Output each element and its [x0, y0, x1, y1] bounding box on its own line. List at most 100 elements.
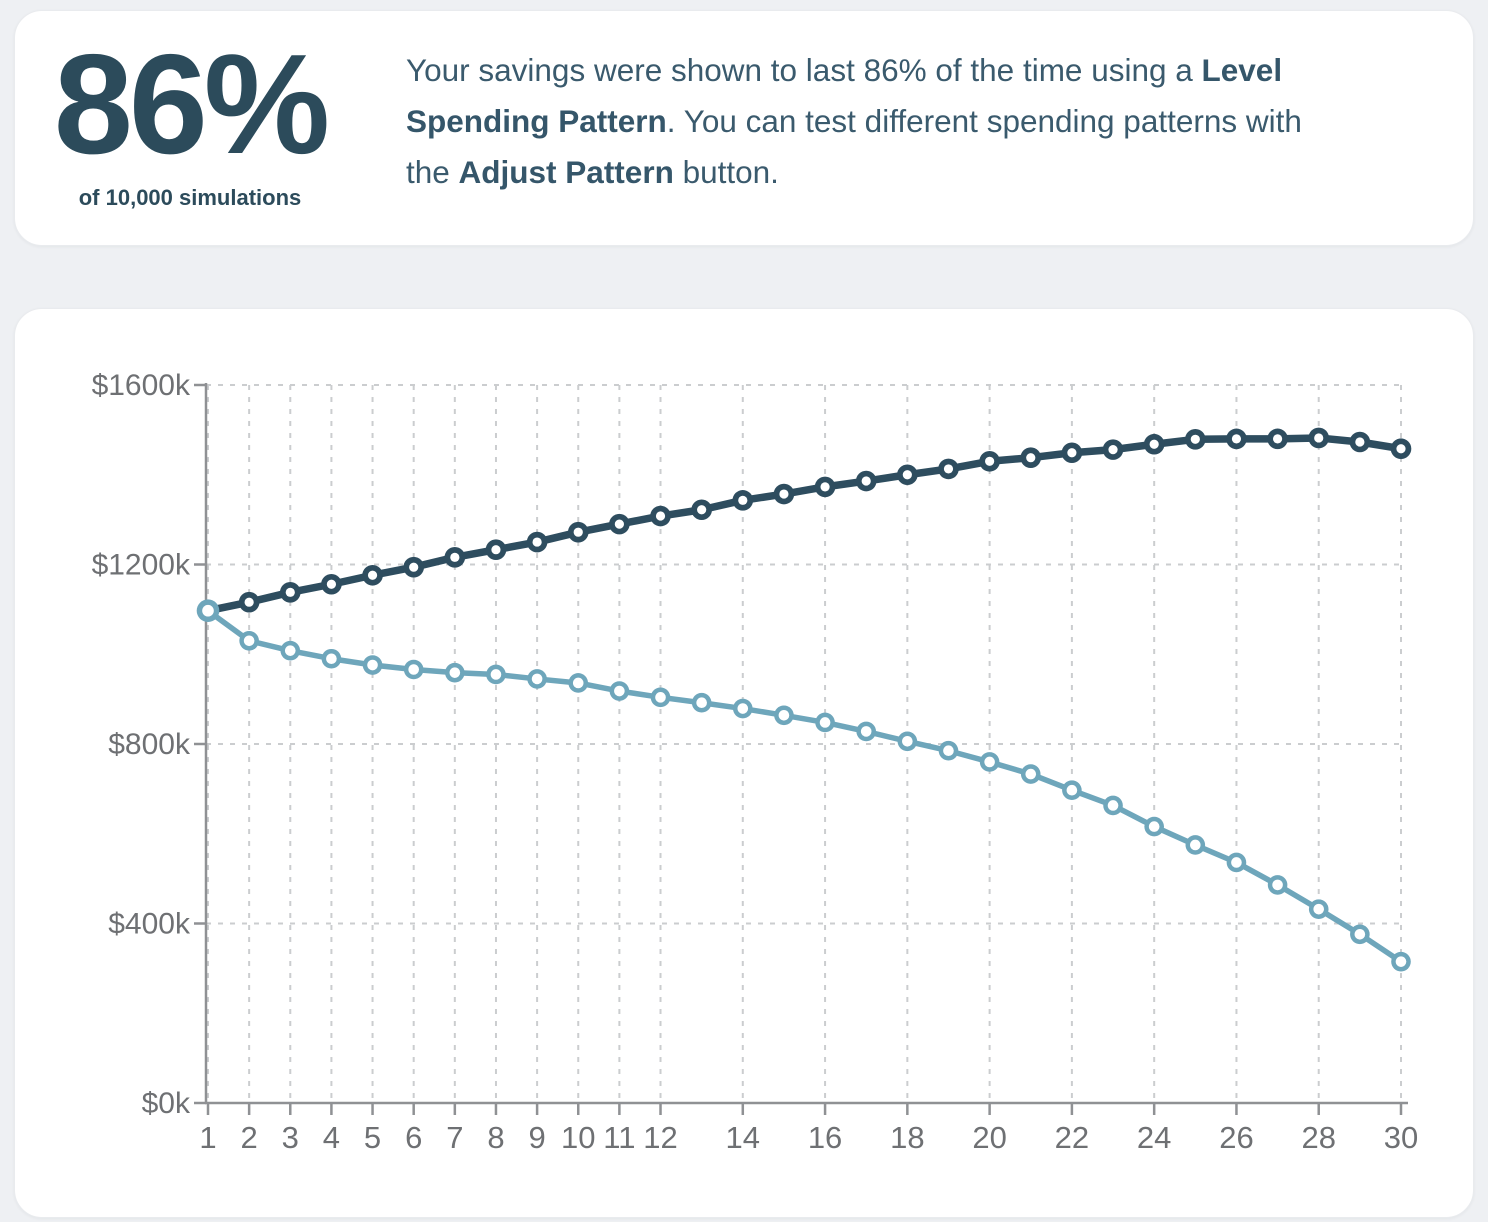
x-axis-label: 7: [446, 1120, 463, 1155]
upper-balance-projection-point[interactable]: [691, 499, 712, 521]
upper-balance-projection-point[interactable]: [1226, 428, 1247, 450]
lower-balance-projection-point[interactable]: [1391, 951, 1411, 972]
x-axis-labels: 1 2 3 4 5 6 7 8 9 10 11 12 14 16 18 20 22 24 26 28 30: [199, 1120, 1418, 1155]
lower-balance-projection-point[interactable]: [979, 752, 1000, 772]
description-emphasis: Adjust Pattern: [458, 154, 674, 190]
upper-balance-projection-point[interactable]: [855, 470, 877, 492]
lower-balance-projection-point[interactable]: [445, 662, 465, 683]
x-axis-label: 30: [1384, 1120, 1418, 1155]
upper-balance-projection-point[interactable]: [362, 564, 383, 586]
lower-balance-projection-point[interactable]: [1020, 764, 1041, 784]
upper-balance-projection-point[interactable]: [1308, 427, 1330, 449]
upper-balance-projection-point[interactable]: [609, 513, 630, 535]
x-axis-label: 28: [1301, 1120, 1335, 1155]
success-rate-value: 86%: [53, 25, 330, 184]
x-axis-label: 26: [1219, 1120, 1253, 1155]
lower-balance-projection-point[interactable]: [1144, 816, 1164, 837]
x-axis-label: 10: [561, 1120, 595, 1155]
x-axis-label: 12: [643, 1120, 677, 1155]
lower-balance-projection-point[interactable]: [897, 731, 918, 752]
axes: [194, 383, 1408, 1115]
lower-balance-projection-point[interactable]: [280, 640, 301, 661]
y-axis-labels: $0k $400k $800k $1200k $1600k: [92, 369, 191, 1120]
upper-balance-projection-point[interactable]: [238, 591, 260, 613]
y-axis-label: $800k: [108, 728, 191, 761]
lower-balance-projection-point[interactable]: [1226, 852, 1247, 873]
x-axis-label: 14: [726, 1120, 760, 1155]
upper-balance-projection-point[interactable]: [567, 521, 589, 543]
upper-balance-projection-point[interactable]: [403, 556, 424, 578]
lower-balance-projection-point[interactable]: [1267, 875, 1288, 895]
upper-balance-projection-point[interactable]: [1349, 431, 1371, 453]
x-axis-label: 1: [199, 1120, 216, 1155]
x-axis-label: 11: [603, 1120, 635, 1155]
lower-balance-projection-point[interactable]: [732, 698, 753, 719]
upper-balance-projection-point[interactable]: [1143, 433, 1165, 455]
description-emphasis: Level Spending Pattern: [406, 52, 1283, 139]
x-axis-label: 8: [487, 1120, 504, 1155]
y-axis-label: $1200k: [92, 549, 191, 582]
lower-balance-projection-point[interactable]: [239, 630, 259, 651]
lower-balance-projection-point[interactable]: [1062, 780, 1082, 801]
lower-balance-projection-point[interactable]: [774, 705, 794, 726]
upper-balance-projection-line: [204, 434, 1405, 615]
lower-balance-projection-point[interactable]: [856, 721, 877, 742]
simulation-summary-card: 86% of 10,000 simulations Your savings w…: [14, 10, 1474, 246]
upper-balance-projection-point[interactable]: [1267, 428, 1288, 450]
lower-balance-projection-point[interactable]: [362, 655, 383, 675]
savings-projection-card: $0k $400k $800k $1200k $1600k 1 2 3 4 5 6 7 8 9 10 11 12…: [14, 308, 1474, 1218]
horizontal-gridlines: [206, 384, 1401, 925]
x-axis-label: 20: [972, 1120, 1006, 1155]
lower-balance-projection-point[interactable]: [609, 681, 630, 701]
x-axis-label: 2: [241, 1120, 258, 1155]
x-axis-label: 6: [405, 1120, 422, 1155]
x-axis-label: 4: [323, 1120, 340, 1155]
lower-balance-projection-point[interactable]: [1308, 899, 1329, 919]
lower-balance-projection-point[interactable]: [815, 712, 835, 733]
description-text: . You can test different spending patter…: [406, 103, 1302, 190]
upper-balance-projection-point[interactable]: [279, 582, 301, 603]
upper-balance-projection-point[interactable]: [1185, 428, 1206, 450]
upper-balance-projection-point[interactable]: [938, 458, 959, 480]
upper-balance-projection-point[interactable]: [444, 547, 466, 568]
lower-balance-projection-point[interactable]: [568, 673, 589, 693]
upper-balance-projection-point[interactable]: [732, 490, 754, 511]
upper-balance-projection-series: [197, 427, 1412, 622]
success-rate-stat: 86% of 10,000 simulations: [25, 11, 355, 245]
lower-balance-projection-point[interactable]: [1103, 795, 1123, 816]
lower-balance-projection-point[interactable]: [321, 648, 342, 669]
upper-balance-projection-point[interactable]: [979, 450, 1000, 472]
savings-projection-chart[interactable]: $0k $400k $800k $1200k $1600k 1 2 3 4 5 6 7 8 9 10 11 12…: [15, 309, 1475, 1217]
lower-balance-projection-series: [196, 599, 1411, 972]
x-axis-label: 3: [282, 1120, 299, 1155]
x-axis-label: 24: [1137, 1120, 1171, 1155]
lower-balance-projection-point[interactable]: [1185, 835, 1206, 855]
simulation-count-label: of 10,000 simulations: [78, 185, 302, 210]
x-axis-label: 16: [808, 1120, 842, 1155]
lower-balance-projection-point[interactable]: [1350, 924, 1370, 945]
x-axis-label: 5: [364, 1120, 381, 1155]
upper-balance-projection-point[interactable]: [321, 573, 342, 595]
lower-balance-projection-line: [205, 607, 1404, 965]
description-text: Your savings were shown to last 86% of t…: [406, 52, 1202, 88]
upper-balance-projection-point[interactable]: [1061, 442, 1083, 464]
upper-balance-projection-point[interactable]: [1102, 439, 1124, 460]
upper-balance-projection-point[interactable]: [897, 464, 918, 486]
upper-balance-projection-point[interactable]: [814, 476, 836, 498]
upper-balance-projection-point[interactable]: [1020, 447, 1042, 468]
upper-balance-projection-point[interactable]: [526, 531, 548, 553]
upper-balance-projection-point[interactable]: [485, 539, 507, 560]
x-axis-label: 9: [528, 1120, 545, 1155]
lower-balance-projection-point[interactable]: [403, 659, 424, 680]
upper-balance-projection-point[interactable]: [773, 483, 795, 505]
lower-balance-projection-point[interactable]: [527, 669, 547, 689]
lower-balance-projection-point[interactable]: [691, 692, 712, 713]
lower-balance-projection-point[interactable]: [196, 599, 220, 623]
y-axis-label: $400k: [108, 908, 191, 941]
upper-balance-projection-point[interactable]: [650, 505, 671, 527]
lower-balance-projection-point[interactable]: [650, 687, 671, 708]
lower-balance-projection-point[interactable]: [486, 664, 506, 685]
lower-balance-projection-point[interactable]: [938, 740, 959, 761]
upper-balance-projection-point[interactable]: [1390, 438, 1412, 460]
